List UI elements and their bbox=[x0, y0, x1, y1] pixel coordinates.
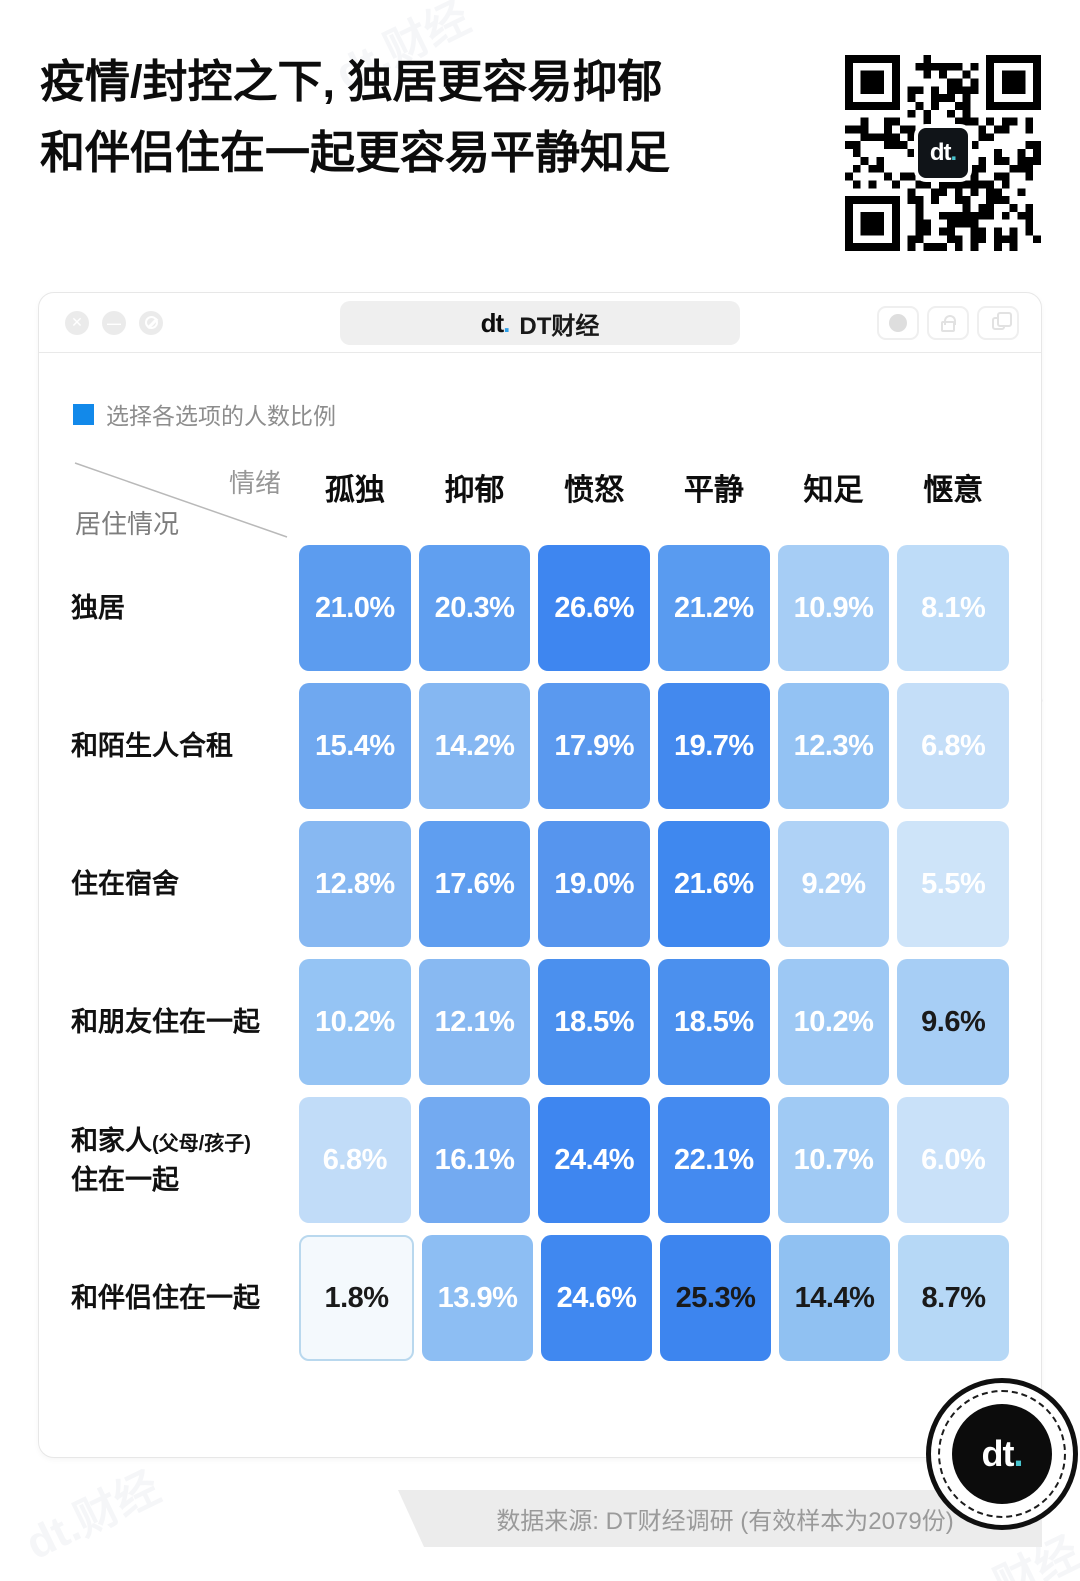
page-title-line2: 和伴侣住在一起更容易平静知足 bbox=[40, 127, 671, 178]
heatmap-cell: 17.6% bbox=[418, 821, 531, 947]
profile-button[interactable] bbox=[877, 306, 919, 340]
dt-logo-icon: dt. bbox=[480, 307, 511, 338]
row-axis-label: 居住情况 bbox=[75, 509, 180, 539]
heatmap-cell: 10.9% bbox=[777, 545, 890, 671]
heatmap-row: 和朋友住在一起 10.2% 12.1% 18.5% 18.5% 10.2% 9.6% bbox=[71, 959, 1010, 1085]
heatmap-cell: 15.4% bbox=[299, 683, 411, 809]
watermark: dt.财经 bbox=[18, 1462, 168, 1570]
heatmap-cell: 24.6% bbox=[541, 1235, 652, 1361]
heatmap-row: 和伴侣住在一起 1.8% 13.9% 24.6% 25.3% 14.4% 8.7% bbox=[71, 1235, 1009, 1361]
heatmap-row: 和陌生人合租 15.4% 14.2% 17.9% 19.7% 12.3% 6.8% bbox=[71, 683, 1010, 809]
legend-label: 选择各选项的人数比例 bbox=[106, 403, 336, 429]
close-icon[interactable]: ✕ bbox=[65, 310, 89, 335]
row-label: 和伴侣住在一起 bbox=[71, 1283, 260, 1313]
row-label: 和家人(父母/孩子) 住在一起 bbox=[71, 1125, 251, 1195]
heatmap-cell: 14.4% bbox=[779, 1235, 890, 1361]
badge-dashed-ring bbox=[938, 1390, 1066, 1518]
column-header: 知足 bbox=[803, 474, 864, 507]
axis-corner: 情绪 居住情况 bbox=[71, 457, 291, 541]
heatmap-cell: 24.4% bbox=[538, 1097, 651, 1223]
heatmap-cell: 13.9% bbox=[422, 1235, 533, 1361]
column-header: 愤怒 bbox=[564, 474, 625, 507]
report-window: ✕ — dt. DT财经 选择各选项的人数比例 bbox=[38, 292, 1042, 1458]
heatmap-cell: 12.8% bbox=[299, 821, 411, 947]
heatmap-cell: 18.5% bbox=[538, 959, 651, 1085]
row-label: 和陌生人合租 bbox=[71, 731, 233, 761]
dt-logo-text: dt bbox=[929, 139, 952, 166]
heatmap-cell: 5.5% bbox=[897, 821, 1010, 947]
chart-area: 选择各选项的人数比例 情绪 居住情况 孤独 抑郁 愤怒 平静 知足 惬意 独居 21.0% 2… bbox=[39, 397, 1041, 1361]
heatmap-cell: 21.6% bbox=[658, 821, 770, 947]
column-header: 抑郁 bbox=[444, 474, 505, 507]
copy-icon bbox=[991, 311, 1012, 330]
dt-logo-icon: dt. bbox=[914, 124, 972, 182]
row-label: 住在宿舍 bbox=[71, 869, 179, 899]
legend-swatch bbox=[73, 403, 94, 425]
dt-logo-dot: . bbox=[950, 139, 957, 166]
axis-diagonal-line bbox=[74, 462, 288, 538]
heatmap-cell: 25.3% bbox=[660, 1235, 771, 1361]
block-icon[interactable] bbox=[139, 310, 163, 335]
brand-badge: dt. bbox=[926, 1378, 1078, 1530]
heatmap-cell: 21.2% bbox=[658, 545, 770, 671]
row-label: 和朋友住在一起 bbox=[71, 1007, 260, 1037]
window-controls: ✕ — bbox=[65, 310, 163, 335]
heatmap-body: 独居 21.0% 20.3% 26.6% 21.2% 10.9% 8.1% 和陌生人合租 15.… bbox=[71, 545, 1010, 1361]
dt-logo-icon: dt. bbox=[952, 1404, 1052, 1504]
heatmap-cell: 12.1% bbox=[418, 959, 531, 1085]
window-toolbar bbox=[877, 306, 1019, 340]
heatmap-cell: 16.1% bbox=[418, 1097, 531, 1223]
page-title-line1: 疫情/封控之下, 独居更容易抑郁 bbox=[40, 56, 663, 107]
column-header: 孤独 bbox=[324, 474, 385, 507]
heatmap-cell: 9.6% bbox=[897, 959, 1010, 1085]
heatmap-cell: 9.2% bbox=[777, 821, 890, 947]
heatmap-cell: 20.3% bbox=[418, 545, 531, 671]
column-header: 惬意 bbox=[923, 474, 984, 507]
heatmap-cell: 18.5% bbox=[658, 959, 770, 1085]
heatmap-row: 住在宿舍 12.8% 17.6% 19.0% 21.6% 9.2% 5.5% bbox=[71, 821, 1010, 947]
heatmap-cell: 26.6% bbox=[538, 545, 651, 671]
column-header: 平静 bbox=[683, 474, 744, 507]
source-band: 数据来源: DT财经调研 (有效样本为2079份) bbox=[398, 1490, 1042, 1547]
heatmap-cell: 6.8% bbox=[897, 683, 1010, 809]
legend: 选择各选项的人数比例 bbox=[73, 397, 1009, 431]
heatmap-cell: 14.2% bbox=[418, 683, 531, 809]
column-axis-label: 情绪 bbox=[228, 468, 281, 498]
copy-button[interactable] bbox=[977, 306, 1019, 340]
heatmap-cell: 21.0% bbox=[299, 545, 411, 671]
heatmap-cell: 6.8% bbox=[299, 1097, 411, 1223]
app-title: DT财经 bbox=[519, 312, 600, 340]
page-title: 疫情/封控之下, 独居更容易抑郁 和伴侣住在一起更容易平静知足 bbox=[40, 46, 840, 188]
heatmap-header: 情绪 居住情况 孤独 抑郁 愤怒 平静 知足 惬意 bbox=[71, 457, 1009, 541]
heatmap-cell: 12.3% bbox=[777, 683, 890, 809]
heatmap-cell: 10.2% bbox=[777, 959, 890, 1085]
minimize-icon[interactable]: — bbox=[102, 310, 126, 335]
lock-button[interactable] bbox=[927, 306, 969, 340]
lock-icon bbox=[941, 314, 956, 332]
heatmap-cell: 19.0% bbox=[538, 821, 651, 947]
heatmap-cell: 8.1% bbox=[897, 545, 1010, 671]
heatmap-row: 独居 21.0% 20.3% 26.6% 21.2% 10.9% 8.1% bbox=[71, 545, 1010, 671]
heatmap-cell: 1.8% bbox=[299, 1235, 414, 1361]
heatmap-cell: 22.1% bbox=[658, 1097, 770, 1223]
qr-pattern bbox=[845, 55, 1041, 251]
heatmap-cell: 19.7% bbox=[658, 683, 770, 809]
heatmap-cell: 6.0% bbox=[897, 1097, 1010, 1223]
address-bar[interactable]: dt. DT财经 bbox=[340, 301, 740, 345]
heatmap-cell: 8.7% bbox=[898, 1235, 1009, 1361]
circle-icon bbox=[889, 314, 907, 332]
window-header: ✕ — dt. DT财经 bbox=[39, 293, 1041, 353]
row-label: 独居 bbox=[71, 593, 125, 623]
source-text: 数据来源: DT财经调研 (有效样本为2079份) bbox=[496, 1508, 954, 1535]
heatmap-cell: 10.2% bbox=[299, 959, 411, 1085]
qr-code: dt. bbox=[845, 55, 1041, 251]
heatmap-cell: 10.7% bbox=[777, 1097, 890, 1223]
heatmap-row: 和家人(父母/孩子) 住在一起 6.8% 16.1% 24.4% 22.1% 10.7% 6.… bbox=[71, 1097, 1010, 1223]
heatmap-cell: 17.9% bbox=[538, 683, 651, 809]
